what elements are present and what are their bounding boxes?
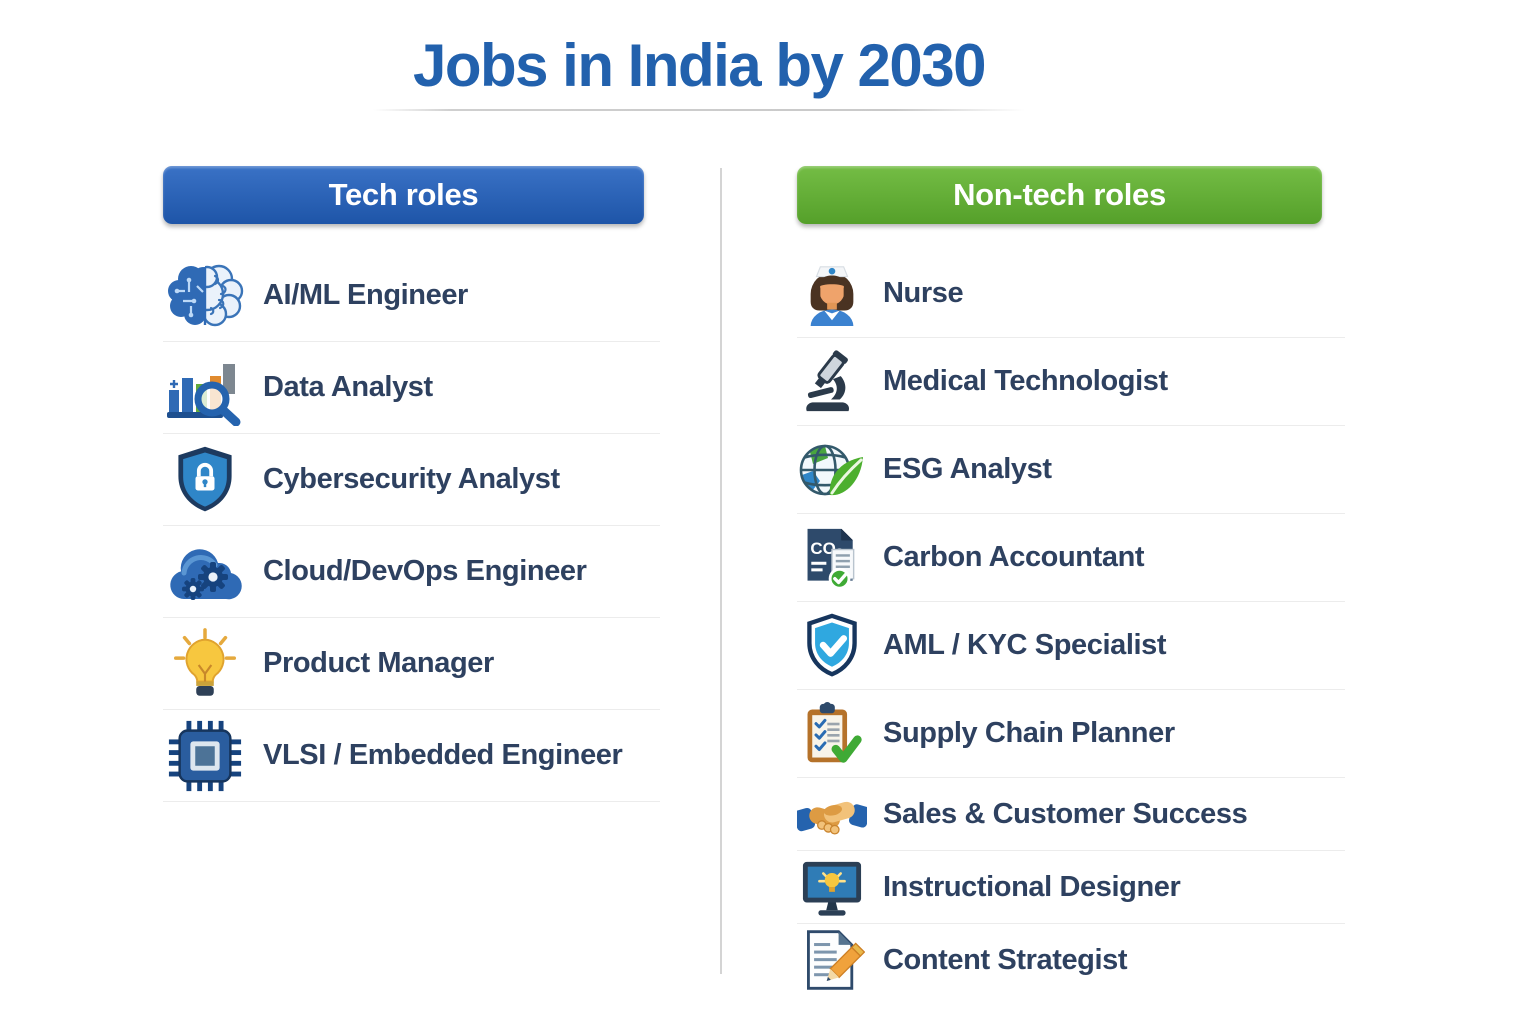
job-label: Carbon Accountant [883,541,1145,573]
non-tech-roles-header-label: Non-tech roles [953,177,1166,212]
job-label: Data Analyst [263,371,433,403]
job-item-aml-kyc-specialist: AML / KYC Specialist [797,602,1345,690]
job-item-vlsi-embedded-engineer: VLSI / Embedded Engineer [163,710,660,802]
job-item-nurse: Nurse [797,250,1345,338]
tech-roles-header: Tech roles [163,166,644,224]
job-item-instructional-designer: Instructional Designer [797,851,1345,924]
job-label: Sales & Customer Success [883,797,1248,830]
job-label: Cloud/DevOps Engineer [263,555,587,587]
job-item-aiml-engineer: AI/ML Engineer [163,250,660,342]
job-label: VLSI / Embedded Engineer [263,739,623,771]
page-title-block: Jobs in India by 2030 [373,34,1025,111]
job-item-cloud-devops-engineer: Cloud/DevOps Engineer [163,526,660,618]
microscope-icon [797,348,867,416]
job-label: Supply Chain Planner [883,717,1175,749]
tech-roles-header-label: Tech roles [328,177,479,212]
job-label: Content Strategist [883,943,1128,976]
co2-document-icon: CO₂ [797,524,867,592]
job-label: AML / KYC Specialist [883,629,1167,661]
shield-check-icon [797,612,867,680]
nurse-icon [797,260,867,328]
lightbulb-icon [163,623,247,705]
job-item-data-analyst: Data Analyst [163,342,660,434]
bar-chart-magnifier-icon [163,347,247,429]
job-label: Instructional Designer [883,870,1181,903]
non-tech-roles-list: Nurse Medical Technologist [797,250,1345,996]
job-item-sales-customer-success: Sales & Customer Success [797,778,1345,851]
job-label: Medical Technologist [883,365,1168,397]
shield-lock-icon [163,439,247,521]
column-divider [720,168,722,974]
title-underline [373,109,1025,111]
brain-icon [163,255,247,337]
job-item-medical-technologist: Medical Technologist [797,338,1345,426]
job-label: Product Manager [263,647,494,679]
job-label: ESG Analyst [883,453,1052,485]
tech-roles-list: AI/ML Engineer Data [163,250,660,802]
page-title: Jobs in India by 2030 [412,32,987,99]
job-label: AI/ML Engineer [263,279,468,311]
tech-roles-column: Tech roles [163,166,660,802]
job-item-esg-analyst: ESG Analyst [797,426,1345,514]
document-pencil-icon [797,926,867,994]
job-label: Cybersecurity Analyst [263,463,560,495]
job-item-carbon-accountant: CO₂ Carbon Accountant [797,514,1345,602]
job-item-cybersecurity-analyst: Cybersecurity Analyst [163,434,660,526]
job-label: Nurse [883,277,964,309]
globe-leaf-icon [797,436,867,504]
microchip-icon [163,715,247,797]
monitor-lightbulb-icon [797,853,867,921]
handshake-icon [797,780,867,848]
clipboard-check-icon [797,700,867,768]
cloud-gears-icon [163,531,247,613]
non-tech-roles-header: Non-tech roles [797,166,1322,224]
job-item-supply-chain-planner: Supply Chain Planner [797,690,1345,778]
non-tech-roles-column: Non-tech roles [797,166,1345,996]
job-item-content-strategist: Content Strategist [797,924,1345,996]
job-item-product-manager: Product Manager [163,618,660,710]
